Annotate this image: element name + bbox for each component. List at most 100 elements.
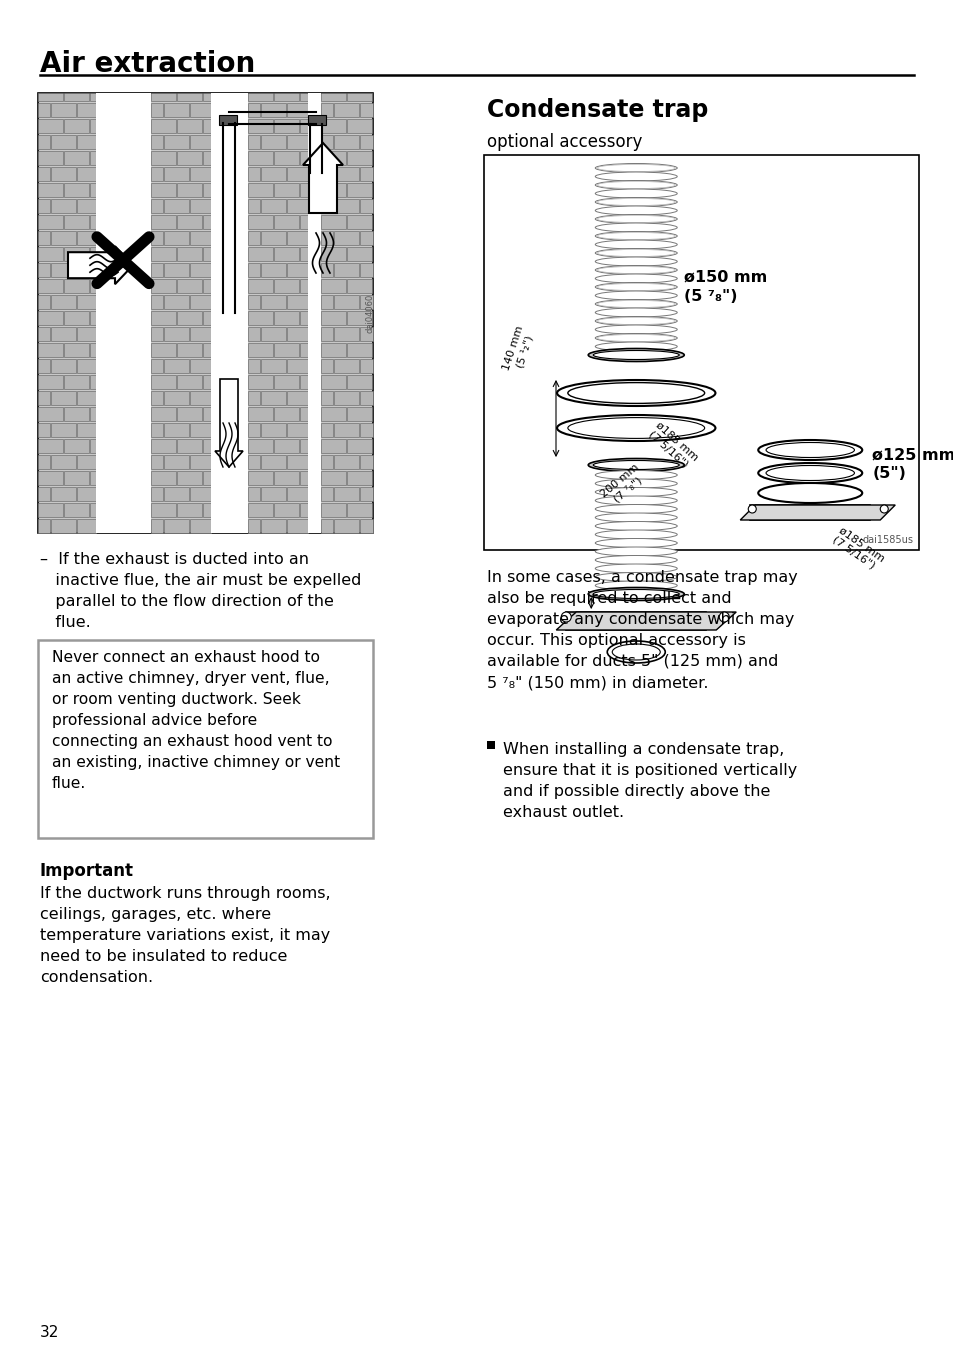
Bar <box>248 487 260 502</box>
Bar <box>287 166 308 181</box>
Text: Never connect an exhaust hood to
an active chimney, dryer vent, flue,
or room ve: Never connect an exhaust hood to an acti… <box>52 650 340 791</box>
Bar <box>177 215 202 228</box>
Bar <box>248 230 260 245</box>
Bar <box>151 326 163 341</box>
Bar <box>64 246 89 261</box>
Bar <box>51 230 76 245</box>
Bar <box>248 326 260 341</box>
Bar <box>320 262 333 277</box>
Bar <box>299 215 308 228</box>
Ellipse shape <box>588 588 683 600</box>
Bar <box>359 519 373 533</box>
Ellipse shape <box>595 241 677 249</box>
Bar <box>334 295 358 310</box>
Bar <box>151 422 163 437</box>
Bar <box>299 150 308 165</box>
Bar <box>248 166 260 181</box>
Bar <box>51 454 76 469</box>
Ellipse shape <box>758 439 862 460</box>
Bar <box>38 230 50 245</box>
Circle shape <box>719 612 728 622</box>
Ellipse shape <box>595 300 677 308</box>
Bar <box>248 407 273 420</box>
Bar <box>151 470 175 485</box>
Ellipse shape <box>595 316 677 326</box>
Bar <box>38 326 50 341</box>
Bar <box>51 519 76 533</box>
Bar <box>287 422 308 437</box>
Bar <box>151 311 175 324</box>
Bar <box>320 438 346 453</box>
Bar <box>274 375 298 389</box>
Bar <box>261 519 286 533</box>
Bar <box>90 246 96 261</box>
Bar <box>287 391 308 406</box>
Bar <box>38 279 63 293</box>
Ellipse shape <box>595 504 677 514</box>
Bar <box>77 454 96 469</box>
Ellipse shape <box>607 641 664 662</box>
Bar <box>299 246 308 261</box>
Bar <box>177 438 202 453</box>
Bar <box>248 215 273 228</box>
Bar <box>190 454 211 469</box>
Bar <box>151 438 175 453</box>
Bar <box>77 166 96 181</box>
Bar <box>64 279 89 293</box>
Bar <box>151 103 163 118</box>
Ellipse shape <box>595 257 677 266</box>
Bar <box>320 311 346 324</box>
Bar <box>287 454 308 469</box>
Ellipse shape <box>595 522 677 530</box>
Bar <box>334 166 358 181</box>
Bar <box>177 183 202 197</box>
Bar <box>90 150 96 165</box>
Bar <box>248 454 260 469</box>
Text: 200 mm
(7 ⁷₈"): 200 mm (7 ⁷₈") <box>598 462 648 508</box>
Ellipse shape <box>557 380 715 406</box>
Bar <box>486 741 495 749</box>
Ellipse shape <box>595 564 677 573</box>
Bar <box>248 438 273 453</box>
Text: Air extraction: Air extraction <box>40 50 255 78</box>
Bar <box>248 391 260 406</box>
Bar <box>177 150 202 165</box>
Bar <box>151 183 175 197</box>
Bar <box>38 454 50 469</box>
Bar <box>151 487 163 502</box>
Text: 32: 32 <box>40 1325 59 1340</box>
Text: 140 mm
(5 ¹₂"): 140 mm (5 ¹₂") <box>501 324 536 376</box>
Bar <box>190 230 211 245</box>
Bar <box>164 422 189 437</box>
Bar <box>299 311 308 324</box>
Ellipse shape <box>595 581 677 589</box>
Bar <box>38 358 50 373</box>
Ellipse shape <box>595 164 677 173</box>
Bar <box>261 134 286 149</box>
Bar <box>51 103 76 118</box>
Bar <box>299 342 308 357</box>
Bar <box>287 519 308 533</box>
Bar <box>566 612 705 630</box>
Bar <box>90 93 96 101</box>
Bar <box>151 358 163 373</box>
Bar <box>38 487 50 502</box>
Bar <box>248 295 260 310</box>
Bar <box>219 115 236 124</box>
Bar <box>64 311 89 324</box>
Bar <box>151 454 163 469</box>
Bar <box>287 103 308 118</box>
Bar <box>38 391 50 406</box>
Bar <box>164 262 189 277</box>
Bar <box>287 134 308 149</box>
Bar <box>320 199 333 214</box>
Bar <box>274 407 298 420</box>
Bar <box>190 326 211 341</box>
Bar <box>248 246 273 261</box>
Bar <box>51 358 76 373</box>
Bar <box>261 391 286 406</box>
Bar <box>164 103 189 118</box>
Bar <box>151 166 163 181</box>
Bar <box>51 134 76 149</box>
Bar <box>320 215 346 228</box>
